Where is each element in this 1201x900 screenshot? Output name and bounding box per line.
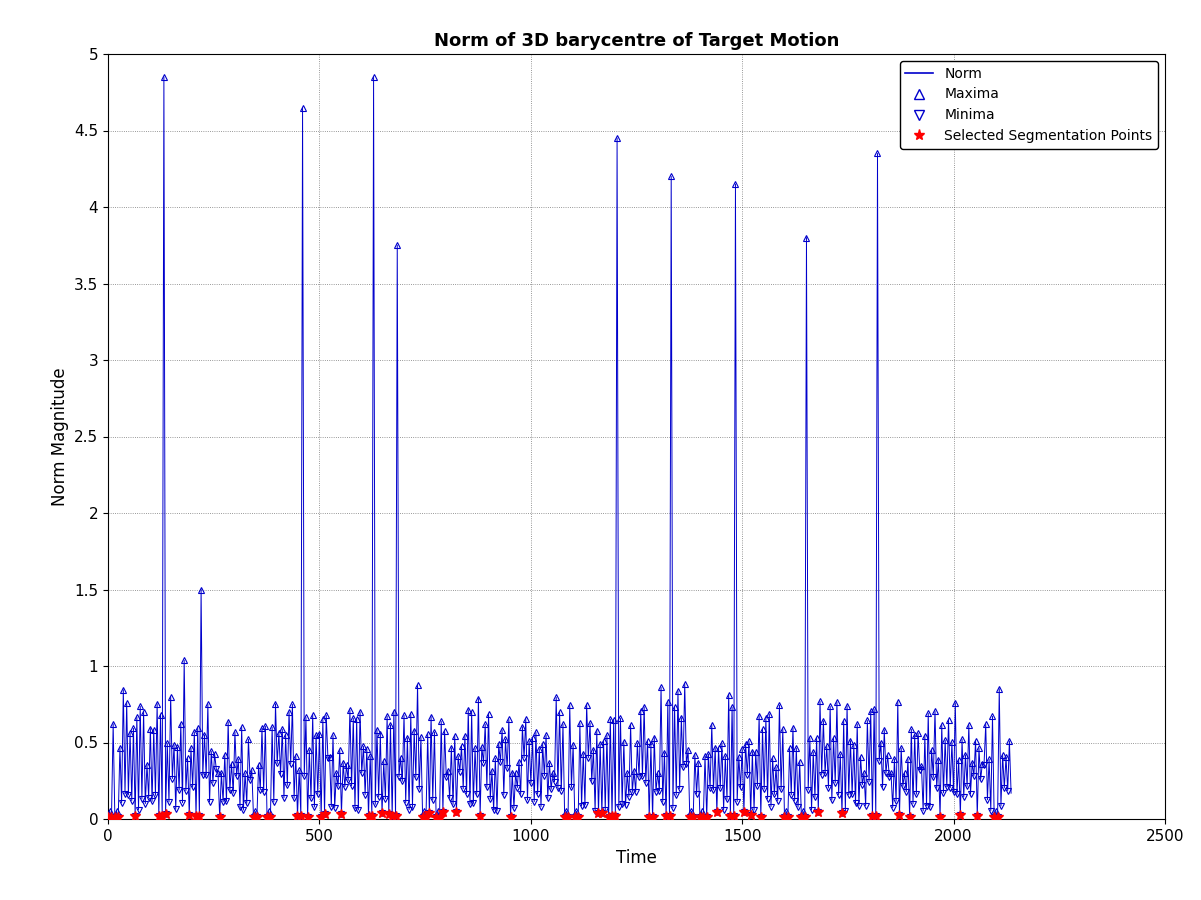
Y-axis label: Norm Magnitude: Norm Magnitude [50, 367, 68, 506]
X-axis label: Time: Time [616, 850, 657, 868]
Title: Norm of 3D barycentre of Target Motion: Norm of 3D barycentre of Target Motion [434, 32, 839, 50]
Legend: Norm, Maxima, Minima, Selected Segmentation Points: Norm, Maxima, Minima, Selected Segmentat… [900, 61, 1158, 148]
